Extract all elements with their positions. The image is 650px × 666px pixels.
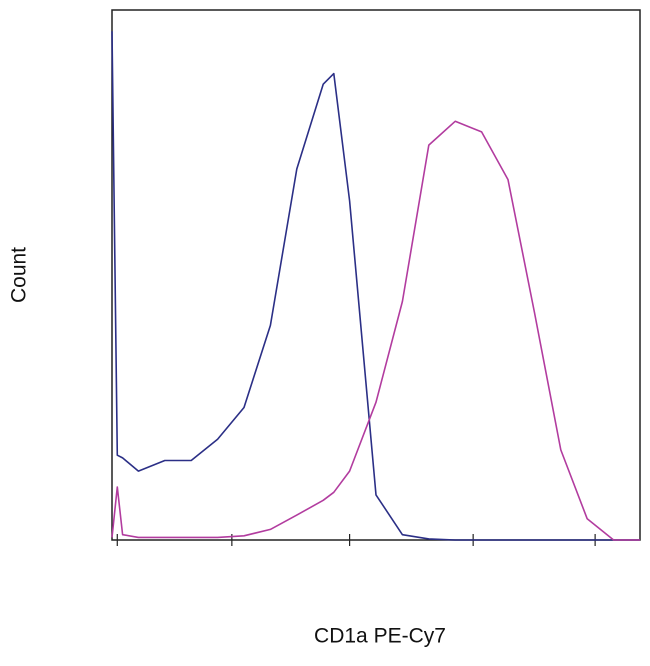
x-axis-label: CD1a PE-Cy7: [314, 625, 446, 648]
y-axis-label: Count: [8, 247, 31, 303]
series-line: [111, 120, 640, 541]
plot-frame: [111, 9, 641, 541]
series-line: [111, 31, 640, 541]
